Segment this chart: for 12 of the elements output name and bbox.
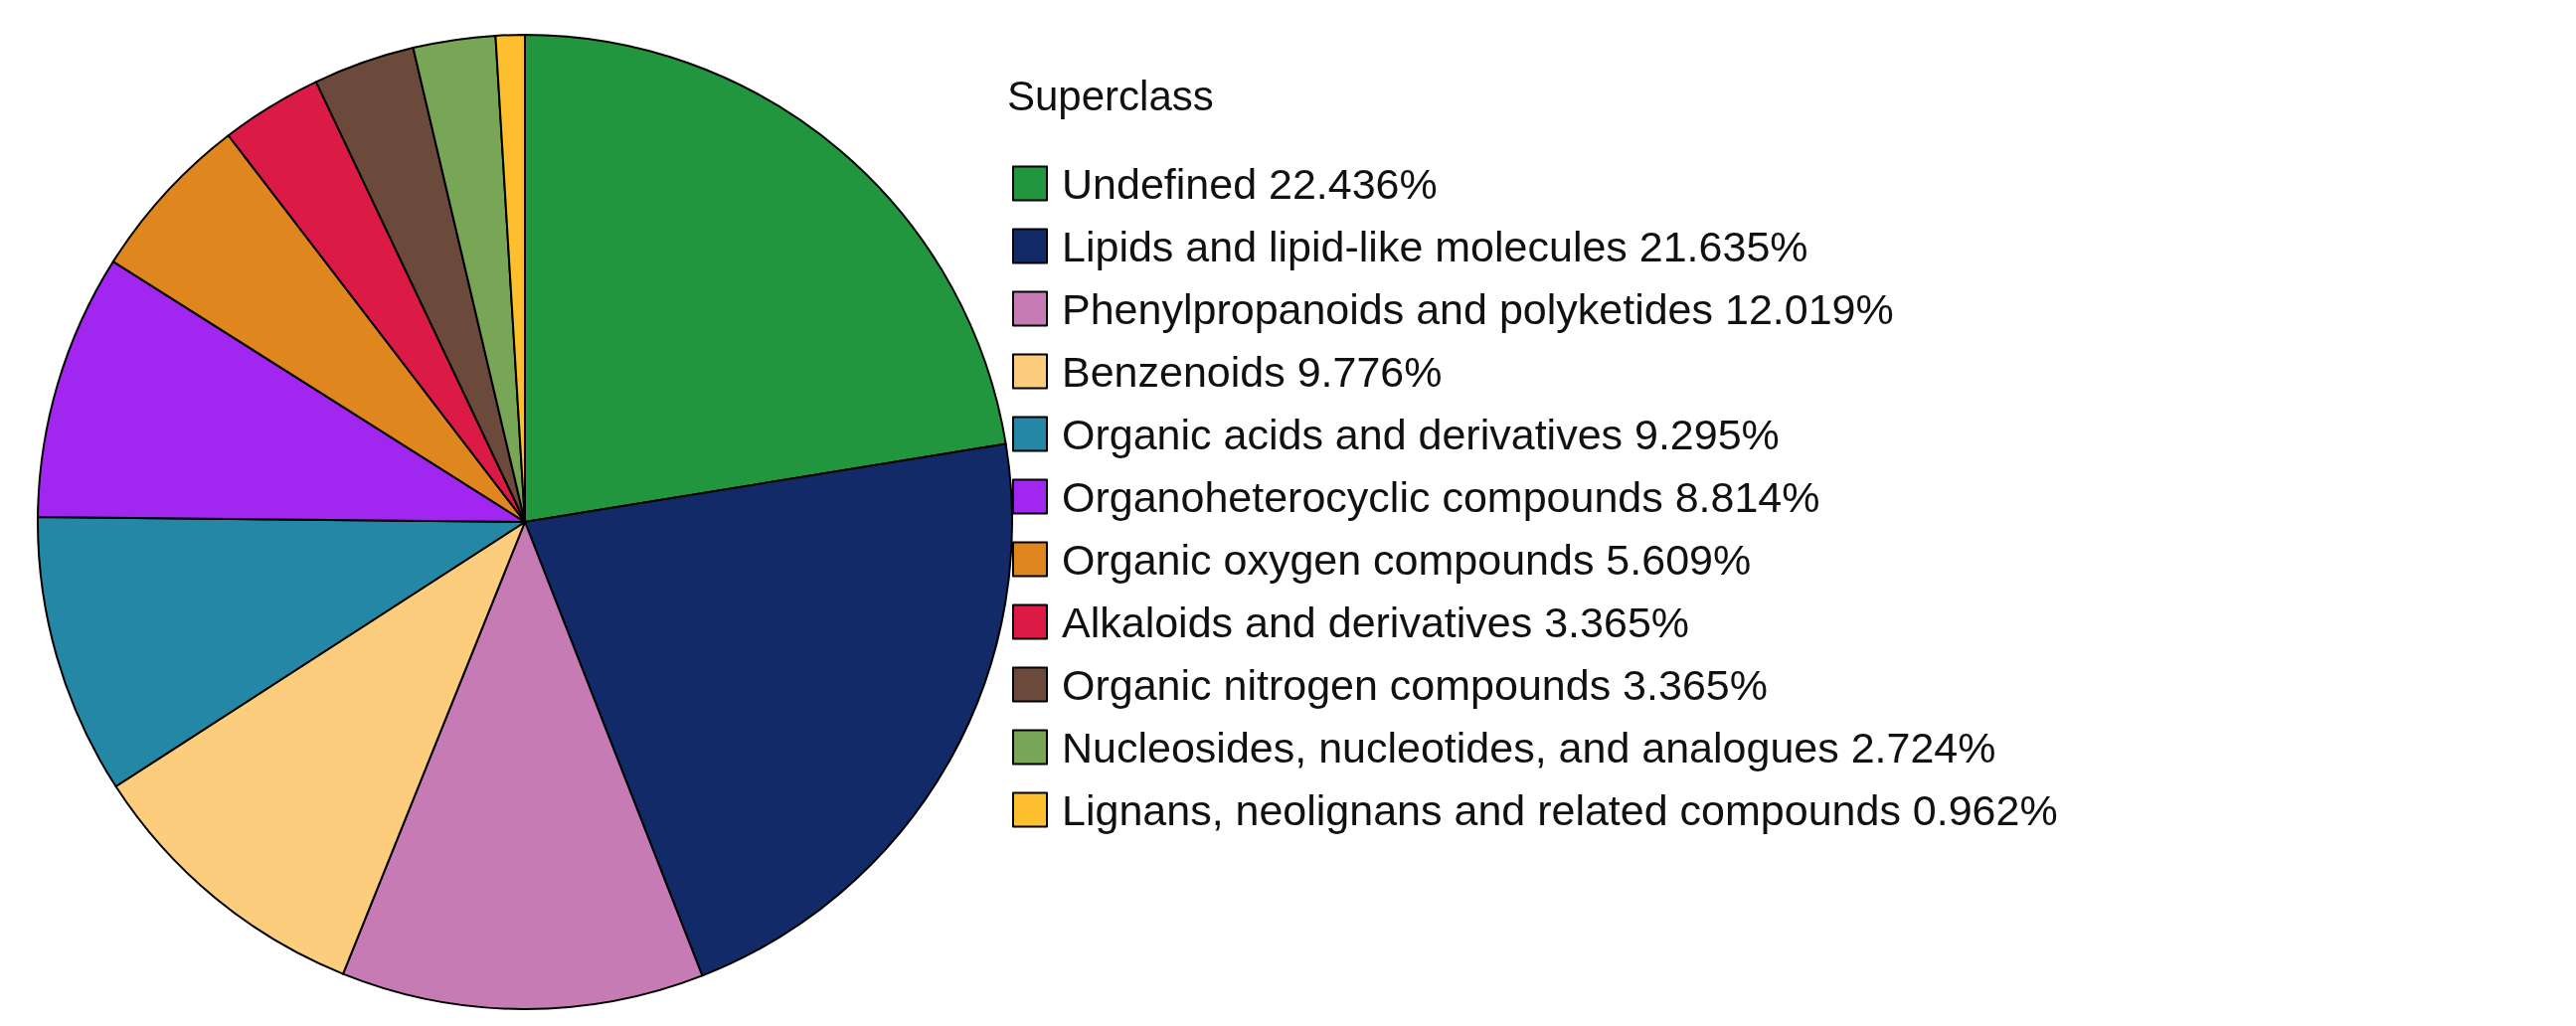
legend-label: Alkaloids and derivatives 3.365% [1062,598,1690,646]
legend-label: Nucleosides, nucleotides, and analogues 2.724% [1062,723,1996,771]
legend-label: Lignans, neolignans and related compounds 0.962% [1062,785,2058,834]
legend-title: Superclass [1007,72,1214,119]
legend-label: Organic oxygen compounds 5.609% [1062,535,1752,584]
legend-label: Lipids and lipid-like molecules 21.635% [1062,222,1808,270]
legend-label: Phenylpropanoids and polyketides 12.019% [1062,284,1894,333]
legend-label: Organoheterocyclic compounds 8.814% [1062,472,1820,521]
legend-label: Undefined 22.436% [1062,159,1438,208]
legend-label: Organic nitrogen compounds 3.365% [1062,660,1768,709]
legend-label: Benzenoids 9.776% [1062,347,1443,396]
legend-label: Organic acids and derivatives 9.295% [1062,410,1780,458]
